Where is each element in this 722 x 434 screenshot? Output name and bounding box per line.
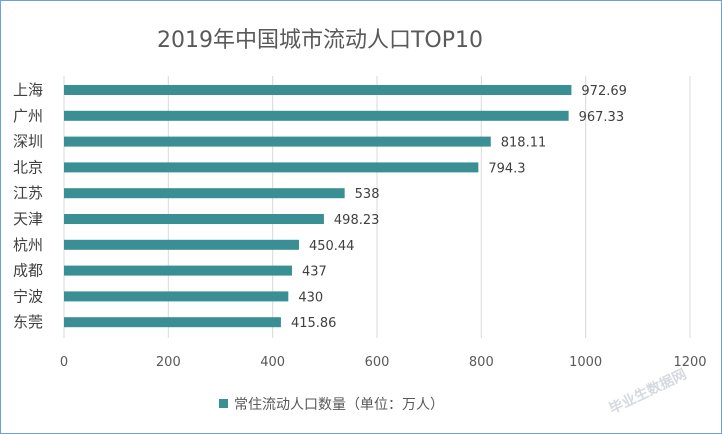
category-label: 广州 xyxy=(13,107,43,125)
bar xyxy=(64,136,491,147)
chart-title: 2019年中国城市流动人口TOP10 xyxy=(157,28,483,53)
data-label: 538 xyxy=(355,187,380,202)
legend-label: 常住流动人口数量（单位：万人） xyxy=(234,397,444,413)
bar xyxy=(64,162,479,173)
x-tick-label: 200 xyxy=(156,355,181,370)
x-tick-label: 0 xyxy=(60,355,68,370)
bars-group xyxy=(64,85,572,328)
category-label: 天津 xyxy=(13,210,43,228)
legend: 常住流动人口数量（单位：万人） xyxy=(219,397,444,413)
x-tick-labels: 0 200 400 600 800 1000 1200 xyxy=(60,355,707,370)
data-label: 967.33 xyxy=(579,110,625,125)
data-labels: 972.69 967.33 818.11 794.3 538 498.23 450.44 43… xyxy=(291,84,627,331)
bar xyxy=(64,85,572,95)
x-tick-label: 400 xyxy=(260,355,285,370)
data-label: 450.44 xyxy=(309,239,355,254)
watermark: 毕业生数据网 xyxy=(606,365,689,417)
category-label: 北京 xyxy=(13,158,43,176)
bar xyxy=(64,291,289,302)
data-label: 818.11 xyxy=(501,136,547,151)
category-label: 东莞 xyxy=(13,313,43,331)
data-label: 498.23 xyxy=(334,213,380,228)
category-label: 深圳 xyxy=(13,133,43,151)
data-label: 794.3 xyxy=(488,161,525,176)
category-label: 杭州 xyxy=(13,236,43,254)
x-tick-label: 1200 xyxy=(673,355,706,370)
category-label: 上海 xyxy=(13,81,43,99)
bar xyxy=(64,265,292,276)
x-tick-label: 1000 xyxy=(569,355,602,370)
category-label: 成都 xyxy=(13,262,43,280)
category-label: 宁波 xyxy=(13,287,43,305)
data-label: 430 xyxy=(298,290,323,305)
category-label: 江苏 xyxy=(13,184,43,202)
data-label: 415.86 xyxy=(291,316,337,331)
data-label: 972.69 xyxy=(581,84,627,99)
bar xyxy=(64,188,345,199)
x-tick-label: 800 xyxy=(469,355,494,370)
bar xyxy=(64,239,299,250)
data-label: 437 xyxy=(302,265,327,280)
bar xyxy=(64,214,324,224)
legend-swatch xyxy=(219,399,228,408)
x-tick-label: 600 xyxy=(365,355,390,370)
bar xyxy=(64,317,281,328)
bar xyxy=(64,110,569,121)
